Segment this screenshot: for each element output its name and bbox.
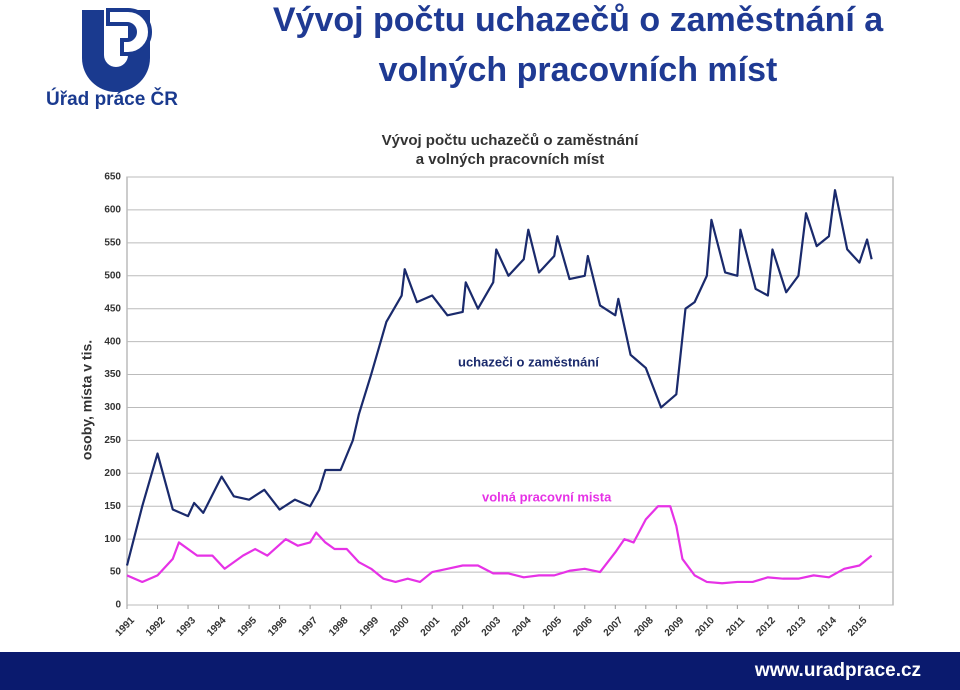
logo-text: Úřad práce ČR	[46, 88, 178, 110]
x-tick-label: 2005	[541, 615, 565, 639]
x-tick-label: 1998	[327, 615, 351, 639]
logo: Úřad práce ČR	[46, 8, 178, 110]
footer-url: www.uradprace.cz	[754, 660, 921, 681]
y-tick-label: 150	[104, 501, 121, 512]
x-tick-label: 2012	[754, 615, 778, 639]
y-tick-label: 600	[104, 205, 121, 216]
plot-area	[126, 176, 894, 606]
x-tick-label: 2010	[693, 615, 717, 639]
y-tick-label: 400	[104, 336, 121, 347]
logo-p	[106, 8, 152, 56]
x-tick-label: 2011	[724, 615, 747, 638]
footer-bar	[0, 652, 960, 690]
y-tick-label: 650	[104, 172, 121, 183]
x-tick-label: 2004	[510, 615, 534, 639]
y-tick-label: 550	[104, 237, 121, 248]
y-tick-label: 0	[115, 600, 121, 611]
series-line	[125, 189, 873, 566]
series-label: volná pracovní mista	[482, 489, 612, 504]
x-tick-label: 1997	[297, 615, 321, 639]
y-tick-label: 50	[110, 567, 122, 578]
x-tick-label: 2013	[785, 615, 809, 639]
y-tick-label: 350	[104, 369, 121, 380]
slide-title: volných pracovních míst	[379, 51, 778, 89]
x-tick-label: 1994	[205, 615, 229, 639]
x-tick-label: 1992	[144, 615, 168, 639]
x-tick-label: 1993	[175, 615, 199, 639]
y-tick-label: 100	[104, 534, 121, 545]
chart-title: a volných pracovních míst	[416, 151, 604, 168]
x-tick-label: 1995	[236, 615, 260, 639]
x-tick-label: 1999	[358, 615, 382, 639]
series-label: uchazeči o zaměstnání	[458, 354, 599, 369]
x-tick-label: 2008	[632, 615, 656, 639]
x-tick-label: 1991	[113, 615, 137, 639]
chart-title: Vývoj počtu uchazečů o zaměstnání	[382, 132, 640, 149]
slide-title: Vývoj počtu uchazečů o zaměstnání a	[273, 1, 884, 39]
y-tick-label: 200	[104, 468, 121, 479]
y-axis-label: osoby, místa v tis.	[79, 340, 95, 460]
series-line	[126, 505, 873, 585]
x-tick-label: 2002	[449, 615, 473, 639]
x-tick-label: 2009	[663, 615, 687, 639]
y-tick-label: 450	[104, 303, 121, 314]
x-tick-label: 2007	[602, 615, 626, 639]
x-tick-label: 1996	[266, 615, 290, 639]
x-tick-label: 2001	[419, 615, 443, 639]
x-tick-label: 2006	[571, 615, 595, 639]
x-tick-label: 2003	[480, 615, 504, 639]
y-tick-label: 500	[104, 270, 121, 281]
y-tick-label: 250	[104, 435, 121, 446]
x-tick-label: 2015	[846, 615, 870, 639]
y-tick-label: 300	[104, 402, 121, 413]
x-tick-label: 2000	[388, 615, 412, 639]
x-tick-label: 2014	[815, 615, 839, 639]
